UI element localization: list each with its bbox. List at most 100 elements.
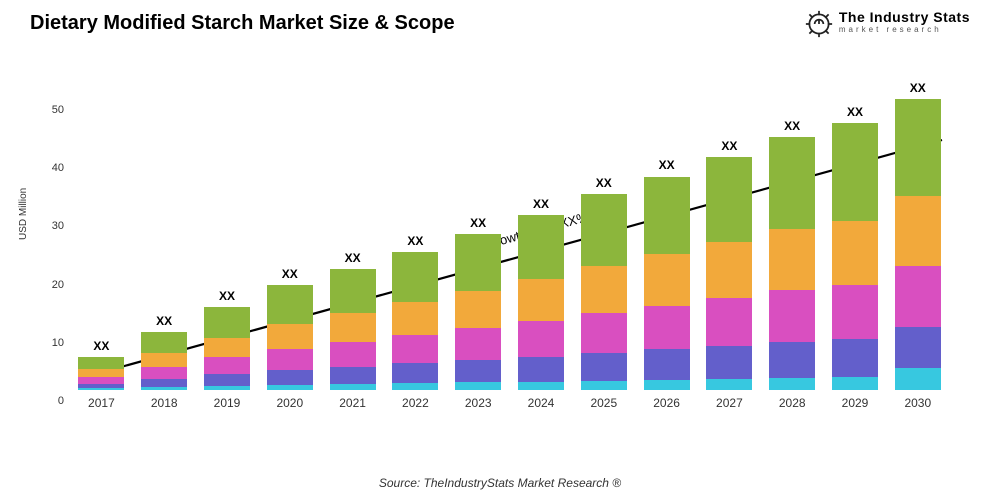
bar-segment: [518, 357, 564, 382]
bar-segment: [832, 377, 878, 390]
bar-segment: [330, 367, 376, 384]
logo-main-text: The Industry Stats: [839, 10, 970, 24]
bar-segment: [644, 306, 690, 350]
x-tick: 2024: [510, 396, 573, 410]
bar: XX: [644, 177, 690, 390]
bar-segment: [455, 328, 501, 360]
x-tick: 2020: [258, 396, 321, 410]
bar-segment: [644, 254, 690, 305]
bar: XX: [769, 137, 815, 390]
bar-value-label: XX: [832, 105, 878, 119]
x-tick: 2018: [133, 396, 196, 410]
bar-segment: [392, 335, 438, 363]
bar: XX: [581, 194, 627, 390]
y-tick: 40: [46, 162, 64, 174]
bar-segment: [392, 363, 438, 383]
bar: XX: [706, 157, 752, 390]
y-tick: 30: [46, 220, 64, 232]
y-tick: 10: [46, 337, 64, 349]
bar-segment: [267, 349, 313, 370]
bar-segment: [392, 383, 438, 390]
x-tick: 2019: [196, 396, 259, 410]
bar-segment: [895, 266, 941, 327]
bar-segment: [330, 342, 376, 366]
bar: XX: [518, 215, 564, 390]
bar: XX: [392, 252, 438, 390]
bar: XX: [330, 269, 376, 390]
bar-segment: [267, 370, 313, 385]
bar-value-label: XX: [706, 139, 752, 153]
bar-segment: [455, 234, 501, 291]
bar-segment: [706, 298, 752, 346]
bar-segment: [330, 313, 376, 342]
bar-segment: [204, 307, 250, 337]
bar-segment: [769, 229, 815, 290]
bar-value-label: XX: [267, 267, 313, 281]
bar-segment: [706, 157, 752, 243]
bar: XX: [78, 357, 124, 390]
y-tick: 20: [46, 279, 64, 291]
bar-value-label: XX: [78, 339, 124, 353]
bar-segment: [518, 321, 564, 356]
bar: XX: [832, 123, 878, 390]
bar-segment: [581, 381, 627, 390]
bar-segment: [581, 194, 627, 266]
bar-segment: [455, 360, 501, 382]
bar-segment: [769, 342, 815, 378]
bar-segment: [392, 252, 438, 302]
bar: XX: [204, 307, 250, 390]
x-tick: 2021: [321, 396, 384, 410]
bar-segment: [644, 177, 690, 255]
bar-segment: [895, 196, 941, 266]
bar-segment: [832, 339, 878, 377]
x-tick: 2027: [698, 396, 761, 410]
y-axis-label: USD Million: [18, 188, 29, 240]
bar-segment: [644, 349, 690, 379]
bar-segment: [78, 369, 124, 377]
bar-segment: [581, 353, 627, 381]
bar-segment: [204, 357, 250, 374]
x-tick: 2030: [886, 396, 949, 410]
bar-value-label: XX: [204, 289, 250, 303]
x-tick: 2028: [761, 396, 824, 410]
bar-segment: [832, 285, 878, 340]
bar-segment: [141, 367, 187, 379]
bar-segment: [330, 269, 376, 313]
bar-segment: [267, 285, 313, 323]
brand-logo: The Industry Stats market research: [805, 10, 970, 38]
y-tick: 50: [46, 104, 64, 116]
bar-value-label: XX: [644, 158, 690, 172]
bar-segment: [895, 99, 941, 196]
bar-segment: [581, 313, 627, 353]
x-tick: 2025: [572, 396, 635, 410]
bar-segment: [392, 302, 438, 335]
bar-segment: [769, 378, 815, 390]
bar-segment: [518, 279, 564, 321]
bar-segment: [330, 384, 376, 390]
bar-segment: [204, 386, 250, 390]
bar-segment: [78, 357, 124, 369]
source-caption: Source: TheIndustryStats Market Research…: [0, 476, 1000, 490]
bar-value-label: XX: [895, 81, 941, 95]
bar-segment: [141, 379, 187, 387]
bar-segment: [518, 215, 564, 279]
bar-segment: [518, 382, 564, 390]
bar-value-label: XX: [455, 216, 501, 230]
bar: XX: [455, 234, 501, 390]
chart-plot-area: Growth Rate XX% XXXXXXXXXXXXXXXXXXXXXXXX…: [70, 70, 950, 420]
x-tick: 2023: [447, 396, 510, 410]
bar-segment: [895, 368, 941, 390]
bar-segment: [832, 123, 878, 221]
x-tick: 2029: [824, 396, 887, 410]
bar-segment: [204, 374, 250, 386]
bar-segment: [832, 221, 878, 285]
bar-segment: [895, 327, 941, 368]
bar-segment: [769, 290, 815, 342]
y-tick: 0: [46, 395, 64, 407]
x-tick: 2017: [70, 396, 133, 410]
bar-segment: [706, 379, 752, 390]
bar: XX: [141, 332, 187, 390]
bar-segment: [769, 137, 815, 230]
x-tick: 2026: [635, 396, 698, 410]
bar: XX: [267, 285, 313, 390]
